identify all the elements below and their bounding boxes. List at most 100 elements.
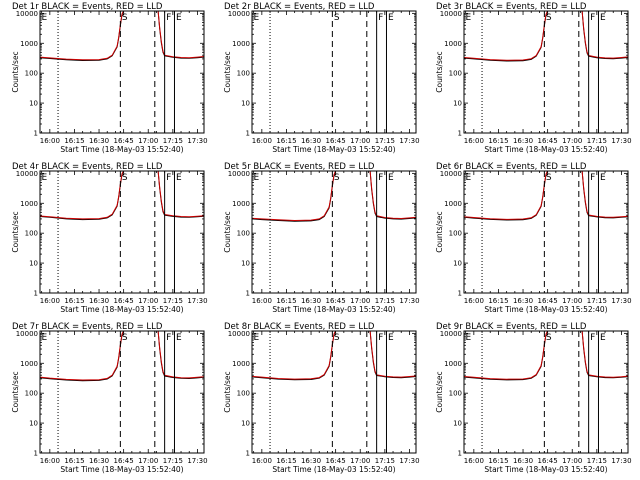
x-tick-label: 17:30 [399,137,419,145]
x-tick-label: 16:30 [513,457,533,465]
y-tick-label: 1000 [232,40,250,48]
x-tick-label: 17:30 [611,297,631,305]
x-tick-label: 17:00 [138,457,158,465]
marker-label: E [42,333,48,343]
marker-label: S [122,333,128,343]
x-tick-label: 17:15 [587,137,607,145]
y-tick-label: 10 [241,260,250,268]
x-tick-label: 17:00 [138,137,158,145]
x-tick-label: 16:00 [252,297,272,305]
x-tick-label: 16:45 [114,457,134,465]
y-tick-label: 1000 [20,200,38,208]
x-axis-label: Start Time (18-May-03 15:52:40) [484,465,607,474]
x-tick-label: 16:45 [538,457,558,465]
x-tick-label: 17:30 [187,297,207,305]
y-axis-label: Counts/sec [11,211,20,252]
x-tick-label: 16:15 [488,457,508,465]
marker-label: F [590,173,595,183]
marker-label: S [546,13,552,23]
y-tick-label: 1000 [444,40,462,48]
y-tick-label: 10 [29,100,38,108]
y-tick-label: 10 [29,420,38,428]
y-axis-label: Counts/sec [435,371,444,412]
panel-title: Det 4r BLACK = Events, RED = LLD [12,162,163,172]
x-tick-label: 17:30 [399,457,419,465]
panel-title: Det 6r BLACK = Events, RED = LLD [436,162,587,172]
y-tick-label: 100 [449,230,462,238]
x-tick-label: 17:00 [562,297,582,305]
x-tick-label: 16:15 [64,457,84,465]
y-tick-label: 100 [25,230,38,238]
y-tick-label: 10 [241,100,250,108]
y-axis-label: Counts/sec [11,371,20,412]
marker-label: E [254,333,260,343]
x-tick-label: 17:15 [163,457,183,465]
x-axis-label: Start Time (18-May-03 15:52:40) [60,465,183,474]
marker-label: F [166,173,171,183]
marker-label: E [254,173,260,183]
x-tick-label: 16:45 [114,137,134,145]
x-axis-label: Start Time (18-May-03 15:52:40) [60,305,183,314]
x-tick-label: 16:30 [301,137,321,145]
y-tick-label: 100 [237,230,250,238]
y-tick-label: 10000 [16,10,38,18]
marker-label: E [466,173,472,183]
y-tick-label: 100 [25,70,38,78]
x-tick-label: 17:15 [375,297,395,305]
y-axis-label: Counts/sec [11,51,20,92]
x-tick-label: 16:00 [40,457,60,465]
y-axis-label: Counts/sec [435,51,444,92]
x-axis-label: Start Time (18-May-03 15:52:40) [272,465,395,474]
y-tick-label: 1 [458,290,462,298]
marker-label: S [546,173,552,183]
x-tick-label: 16:00 [464,457,484,465]
x-tick-label: 16:00 [40,137,60,145]
x-tick-label: 17:00 [562,137,582,145]
y-tick-label: 1000 [444,360,462,368]
x-tick-label: 17:15 [375,457,395,465]
marker-label: E [466,333,472,343]
y-axis-label: Counts/sec [435,211,444,252]
x-tick-label: 17:15 [163,137,183,145]
y-tick-label: 1 [34,450,38,458]
marker-label: F [590,13,595,23]
x-tick-label: 17:15 [587,297,607,305]
x-tick-label: 17:00 [350,137,370,145]
x-tick-label: 16:00 [464,137,484,145]
y-tick-label: 1 [458,130,462,138]
panel-title: Det 5r BLACK = Events, RED = LLD [224,162,375,172]
plot-frame [39,10,205,134]
x-axis-label: Start Time (18-May-03 15:52:40) [60,145,183,154]
plot-frame [251,330,417,454]
marker-label: S [546,333,552,343]
x-tick-label: 16:15 [64,137,84,145]
marker-label: E [176,173,182,183]
y-tick-label: 10000 [228,170,250,178]
plot-frame [251,10,417,134]
plot-frame [251,170,417,294]
plot-frame [39,170,205,294]
x-tick-label: 16:15 [276,137,296,145]
marker-label: E [42,13,48,23]
plot-frame [39,330,205,454]
y-tick-label: 1 [34,130,38,138]
x-axis-label: Start Time (18-May-03 15:52:40) [272,145,395,154]
marker-label: S [334,13,340,23]
marker-label: F [166,13,171,23]
y-tick-label: 100 [237,390,250,398]
y-tick-label: 1000 [20,40,38,48]
x-tick-label: 17:30 [611,457,631,465]
y-tick-label: 100 [237,70,250,78]
marker-label: E [466,13,472,23]
marker-label: E [176,13,182,23]
x-tick-label: 17:15 [375,137,395,145]
x-tick-label: 17:30 [187,457,207,465]
x-tick-label: 17:30 [187,137,207,145]
marker-label: E [42,173,48,183]
marker-label: F [378,13,383,23]
x-tick-label: 16:15 [276,457,296,465]
